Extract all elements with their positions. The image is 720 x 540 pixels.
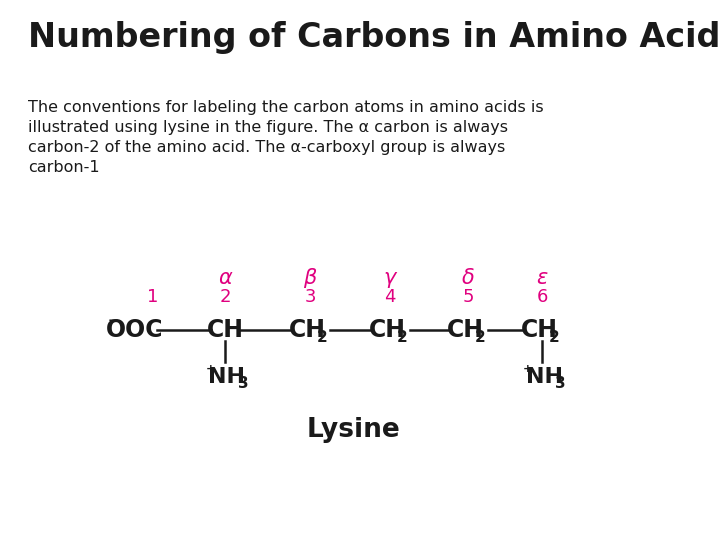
Text: γ: γ xyxy=(384,268,396,288)
Text: ⁺: ⁺ xyxy=(206,364,216,382)
Text: 3: 3 xyxy=(238,375,248,390)
Text: 2: 2 xyxy=(220,288,230,306)
Text: CH: CH xyxy=(369,318,405,342)
Text: 2: 2 xyxy=(474,329,485,345)
Text: CH: CH xyxy=(207,318,243,342)
Text: α: α xyxy=(218,268,232,288)
Text: illustrated using lysine in the figure. The α carbon is always: illustrated using lysine in the figure. … xyxy=(28,120,508,135)
Text: 3: 3 xyxy=(554,375,565,390)
Text: ⁻: ⁻ xyxy=(107,315,119,335)
Text: Lysine: Lysine xyxy=(307,417,400,443)
Text: 2: 2 xyxy=(549,329,559,345)
Text: NH: NH xyxy=(209,367,246,387)
Text: Numbering of Carbons in Amino Acids: Numbering of Carbons in Amino Acids xyxy=(28,22,720,55)
Text: NH: NH xyxy=(526,367,562,387)
Text: 3: 3 xyxy=(305,288,316,306)
Text: CH: CH xyxy=(289,318,325,342)
Text: ε: ε xyxy=(536,268,548,288)
Text: 2: 2 xyxy=(397,329,408,345)
Text: ⁺: ⁺ xyxy=(523,364,533,382)
Text: 1: 1 xyxy=(148,288,158,306)
Text: carbon-1: carbon-1 xyxy=(28,160,99,175)
Text: The conventions for labeling the carbon atoms in amino acids is: The conventions for labeling the carbon … xyxy=(28,100,544,115)
Text: 2: 2 xyxy=(317,329,328,345)
Text: carbon-2 of the amino acid. The α-carboxyl group is always: carbon-2 of the amino acid. The α-carbox… xyxy=(28,140,505,155)
Text: CH: CH xyxy=(446,318,484,342)
Text: β: β xyxy=(303,268,317,288)
Text: 4: 4 xyxy=(384,288,396,306)
Text: 5: 5 xyxy=(462,288,474,306)
Text: CH: CH xyxy=(521,318,557,342)
Text: OOC: OOC xyxy=(107,318,163,342)
Text: 6: 6 xyxy=(536,288,548,306)
Text: δ: δ xyxy=(462,268,474,288)
